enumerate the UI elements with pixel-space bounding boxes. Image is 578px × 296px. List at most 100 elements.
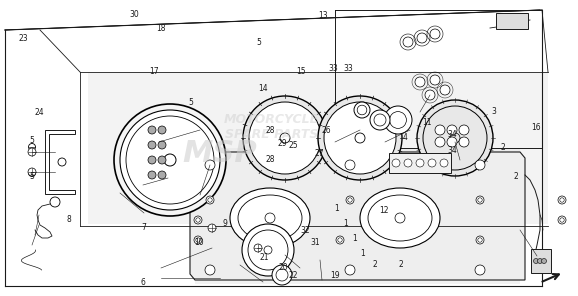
Text: 6: 6: [141, 278, 146, 287]
Text: 2: 2: [514, 172, 518, 181]
Text: 33: 33: [328, 64, 338, 73]
Circle shape: [430, 29, 440, 39]
Text: 14: 14: [258, 84, 268, 93]
Circle shape: [148, 171, 156, 179]
Polygon shape: [195, 148, 520, 284]
Text: MSP: MSP: [182, 139, 257, 168]
Circle shape: [478, 198, 482, 202]
FancyBboxPatch shape: [531, 249, 551, 273]
Text: 12: 12: [380, 206, 389, 215]
Circle shape: [249, 102, 321, 174]
Circle shape: [348, 198, 352, 202]
Text: 28: 28: [265, 126, 275, 135]
Text: 31: 31: [310, 238, 320, 247]
Text: 10: 10: [195, 238, 204, 247]
Text: 13: 13: [318, 11, 327, 20]
Circle shape: [415, 77, 425, 87]
Circle shape: [447, 137, 457, 147]
Text: 20: 20: [279, 263, 288, 272]
Text: 4: 4: [402, 133, 407, 142]
Circle shape: [435, 125, 445, 135]
Circle shape: [248, 230, 288, 270]
Circle shape: [164, 154, 176, 166]
Circle shape: [355, 133, 365, 143]
Text: 29: 29: [277, 139, 287, 148]
Circle shape: [120, 110, 220, 210]
Circle shape: [392, 159, 400, 167]
Text: 5: 5: [256, 38, 261, 47]
FancyBboxPatch shape: [496, 13, 528, 29]
Text: MOTORCYCLE
SPARE PARTS: MOTORCYCLE SPARE PARTS: [224, 113, 319, 141]
Circle shape: [148, 141, 156, 149]
Circle shape: [476, 236, 484, 244]
Circle shape: [208, 224, 216, 232]
Circle shape: [28, 144, 35, 150]
Ellipse shape: [238, 195, 302, 241]
Circle shape: [196, 218, 200, 222]
Circle shape: [354, 102, 370, 118]
Text: 8: 8: [67, 215, 72, 223]
Circle shape: [440, 159, 448, 167]
Circle shape: [560, 218, 564, 222]
Circle shape: [318, 96, 402, 180]
Text: 1: 1: [335, 204, 339, 213]
Circle shape: [558, 216, 566, 224]
Text: 5: 5: [29, 136, 34, 145]
Ellipse shape: [360, 188, 440, 248]
Text: 1: 1: [343, 219, 348, 228]
Text: 27: 27: [315, 149, 324, 158]
Circle shape: [114, 104, 226, 216]
Text: 3: 3: [492, 107, 497, 115]
Circle shape: [158, 156, 166, 164]
Circle shape: [459, 137, 469, 147]
Circle shape: [28, 168, 36, 176]
Circle shape: [435, 137, 445, 147]
Circle shape: [417, 100, 493, 176]
Text: 5: 5: [29, 172, 34, 181]
Circle shape: [196, 238, 200, 242]
Circle shape: [370, 110, 390, 130]
Polygon shape: [45, 130, 75, 194]
Circle shape: [338, 238, 342, 242]
Circle shape: [50, 197, 60, 207]
Circle shape: [276, 269, 288, 281]
Circle shape: [478, 238, 482, 242]
Circle shape: [272, 265, 292, 285]
Circle shape: [243, 96, 327, 180]
Text: 33: 33: [344, 64, 353, 73]
Text: 5: 5: [188, 98, 193, 107]
Circle shape: [395, 213, 405, 223]
Text: 26: 26: [322, 126, 331, 135]
Circle shape: [476, 196, 484, 204]
Circle shape: [148, 156, 156, 164]
Circle shape: [542, 258, 547, 263]
Text: 7: 7: [141, 223, 146, 232]
Circle shape: [533, 258, 539, 263]
Circle shape: [242, 224, 294, 276]
Circle shape: [475, 160, 485, 170]
Circle shape: [28, 148, 36, 156]
Polygon shape: [190, 152, 525, 280]
Text: 16: 16: [532, 123, 541, 132]
Text: 2: 2: [501, 144, 505, 152]
Circle shape: [417, 33, 427, 43]
Text: 34: 34: [447, 130, 457, 139]
Polygon shape: [142, 118, 184, 202]
Text: 1: 1: [361, 249, 365, 258]
Circle shape: [58, 158, 66, 166]
Text: 25: 25: [288, 141, 298, 149]
Circle shape: [459, 125, 469, 135]
Circle shape: [264, 246, 272, 254]
Text: 19: 19: [331, 271, 340, 280]
Text: 32: 32: [301, 226, 310, 235]
Text: 1: 1: [352, 234, 357, 243]
Circle shape: [254, 244, 262, 252]
Text: 24: 24: [35, 108, 44, 117]
Circle shape: [28, 170, 35, 176]
Circle shape: [346, 196, 354, 204]
Text: 21: 21: [260, 253, 269, 262]
Circle shape: [428, 159, 436, 167]
Circle shape: [440, 85, 450, 95]
Text: 28: 28: [265, 155, 275, 164]
Circle shape: [194, 216, 202, 224]
